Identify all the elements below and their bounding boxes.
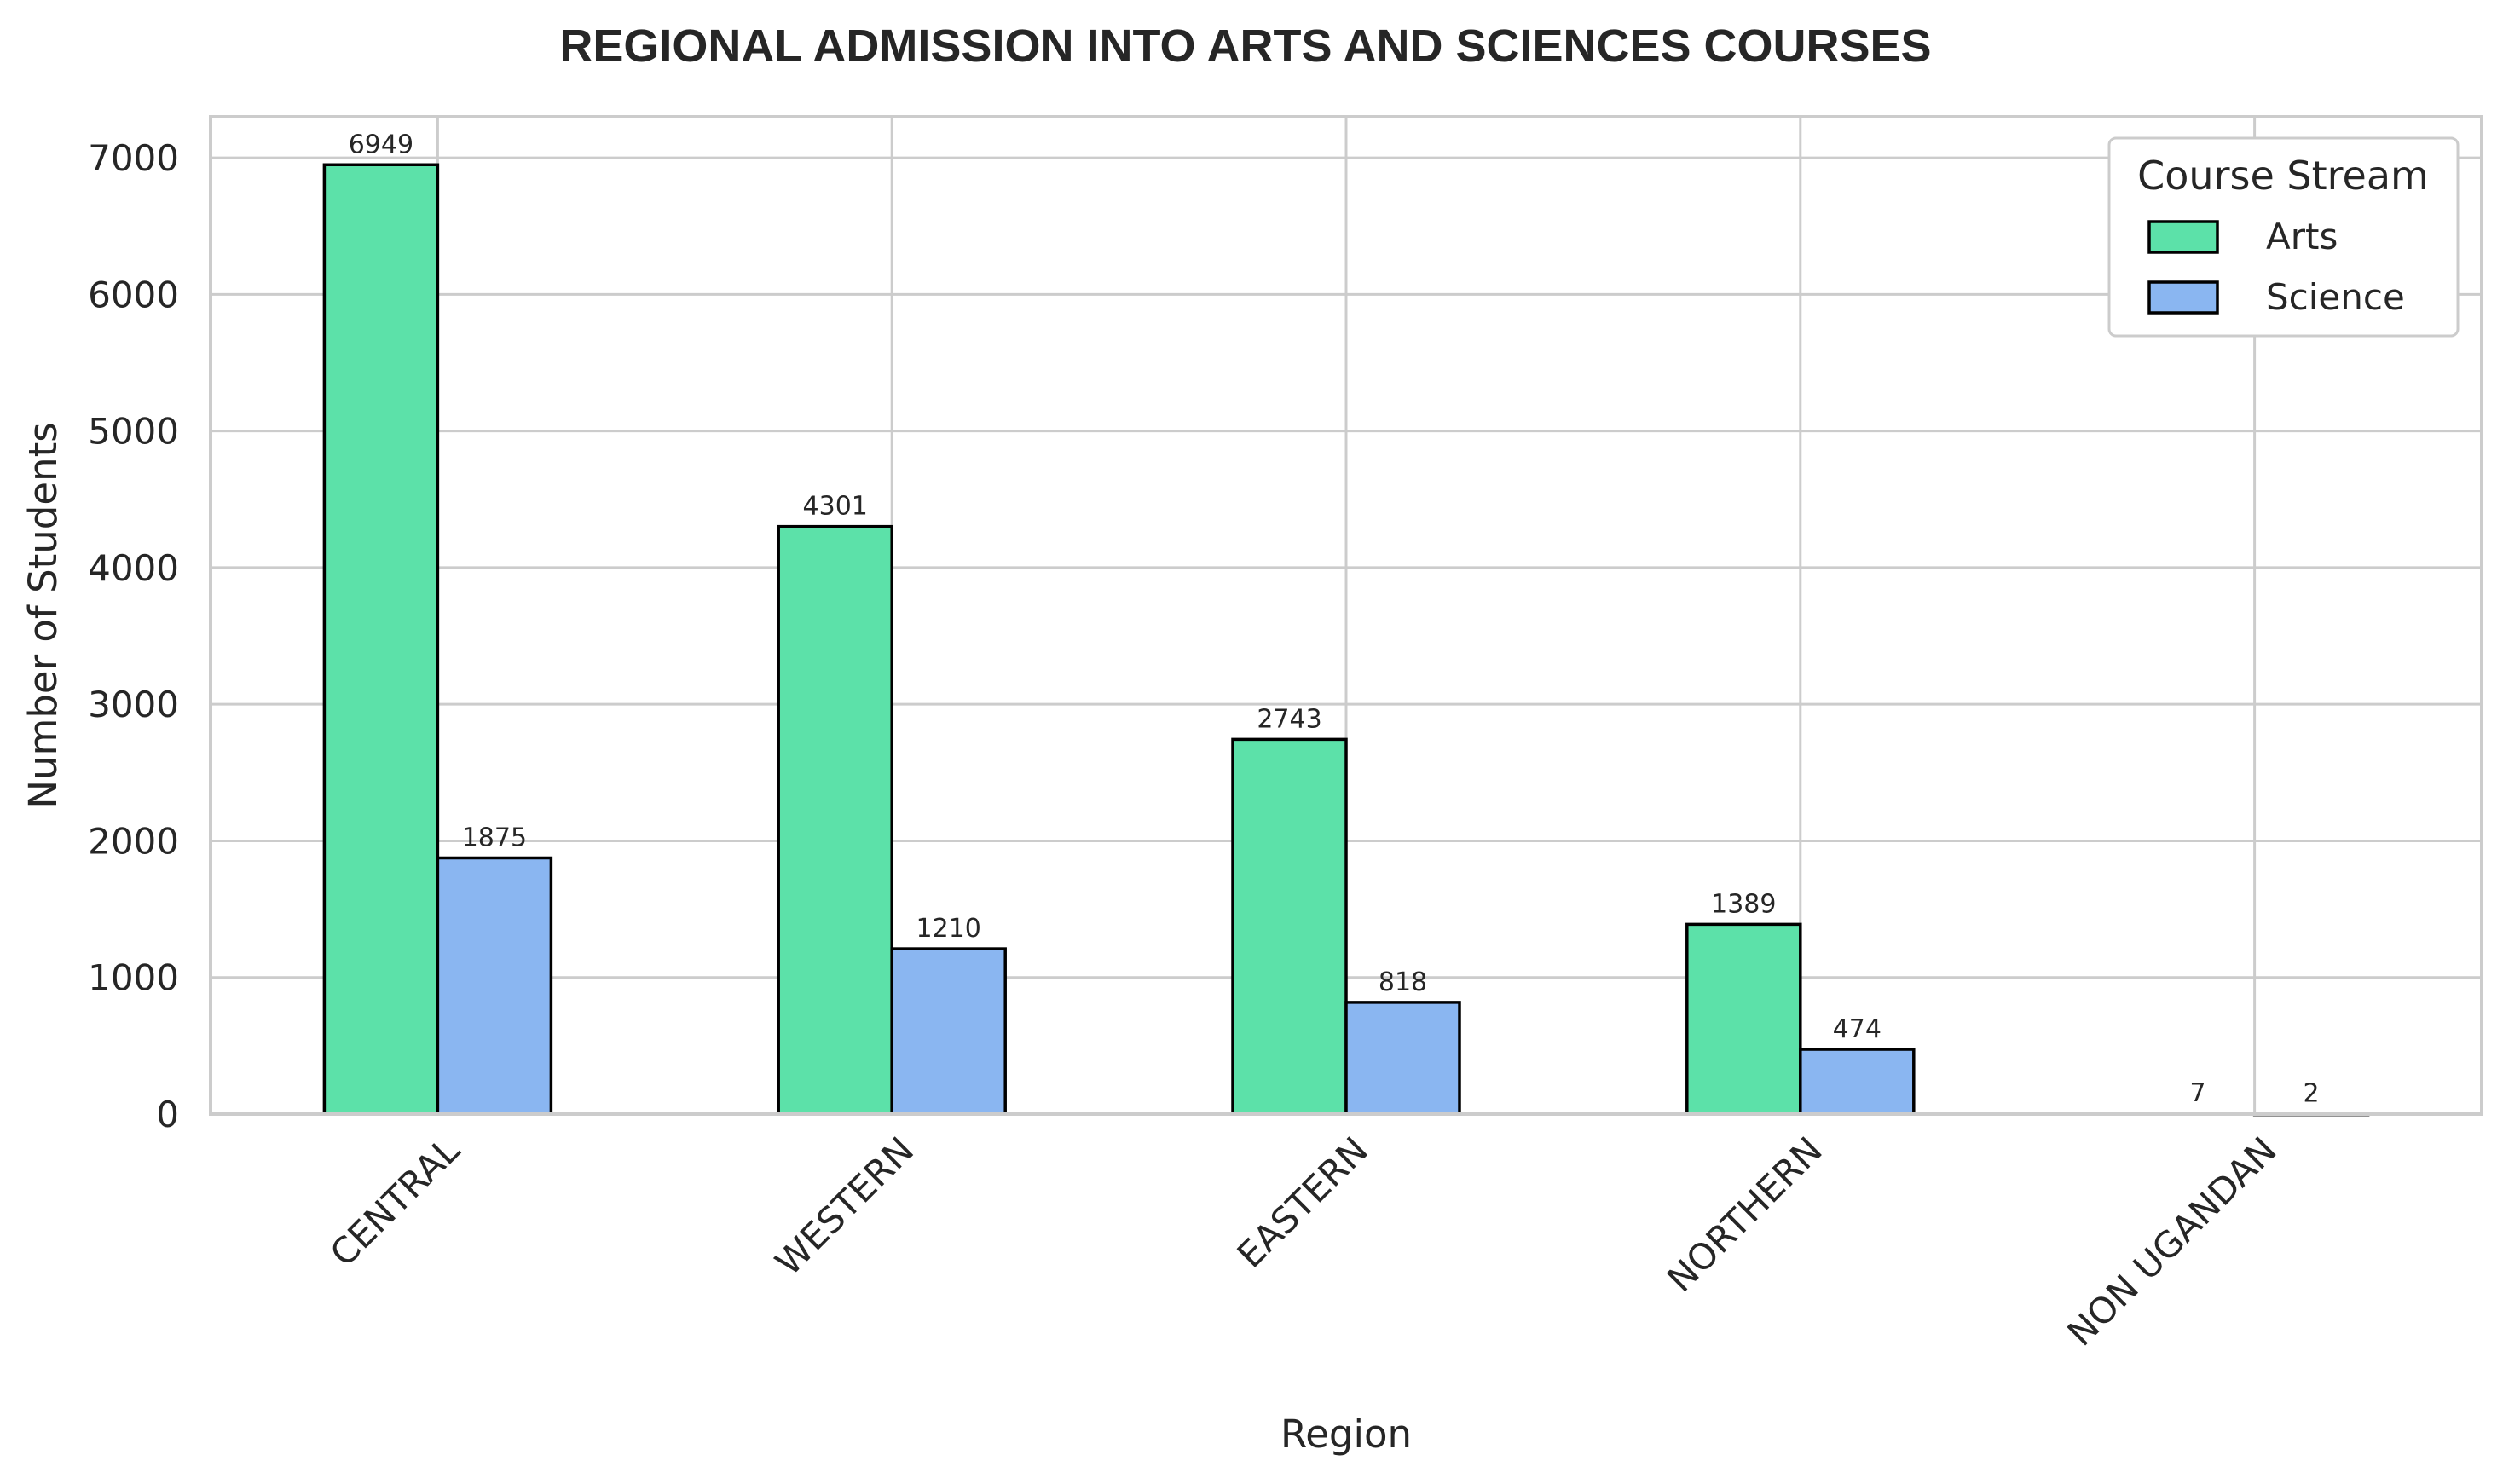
chart-title: REGIONAL ADMISSION INTO ARTS AND SCIENCE… (559, 20, 1931, 72)
y-tick-label: 3000 (88, 684, 179, 725)
y-tick-label: 1000 (88, 957, 179, 999)
bar-science (1799, 1048, 1916, 1116)
plot-frame (209, 115, 2483, 1116)
data-label-science: 1210 (916, 914, 981, 944)
legend-swatch-arts (2147, 220, 2219, 254)
y-tick-label: 2000 (88, 820, 179, 862)
y-tick-label: 6000 (88, 274, 179, 315)
data-label-arts: 7 (2190, 1078, 2206, 1108)
bar-arts (1231, 737, 1348, 1116)
data-label-arts: 6949 (349, 130, 413, 159)
gridlines (211, 117, 2482, 1116)
y-tick-labels: 0 1000 2000 3000 4000 5000 6000 7000 (88, 137, 179, 1135)
bar-science (890, 947, 1007, 1116)
y-tick-label: 0 (156, 1094, 179, 1135)
data-label-science: 818 (1379, 967, 1427, 997)
x-tick-label: WESTERN (767, 1129, 922, 1283)
bars (322, 163, 2370, 1117)
bar-science (436, 856, 553, 1116)
legend: Course Stream Arts Science (2107, 136, 2460, 338)
legend-title: Course Stream (2137, 153, 2429, 199)
y-tick-label: 5000 (88, 411, 179, 453)
x-axis-label: Region (1280, 1412, 1412, 1457)
data-label-science: 2 (2304, 1079, 2320, 1109)
legend-label-science: Science (2266, 276, 2405, 318)
data-label-arts: 1389 (1711, 889, 1776, 919)
data-labels: 6949 4301 2743 1389 7 1875 1210 818 474 2 (349, 130, 2320, 1108)
y-tick-label: 7000 (88, 137, 179, 179)
bar-arts (777, 524, 893, 1116)
data-label-arts: 4301 (803, 492, 868, 522)
legend-label-arts: Arts (2266, 216, 2338, 257)
bar-arts (322, 163, 440, 1116)
x-tick-label: CENTRAL (322, 1129, 468, 1274)
x-tick-label: NORTHERN (1659, 1129, 1830, 1300)
bar-science (1344, 1001, 1461, 1116)
legend-swatch-science (2147, 280, 2219, 315)
x-tick-label: EASTERN (1229, 1129, 1376, 1275)
data-label-science: 1875 (462, 823, 527, 852)
bar-arts (1685, 922, 1802, 1116)
x-tick-labels: CENTRAL WESTERN EASTERN NORTHERN NON UGANDAN (322, 1129, 2285, 1354)
y-axis-label: Number of Students (20, 422, 66, 808)
data-label-arts: 2743 (1257, 704, 1321, 734)
y-tick-label: 4000 (88, 547, 179, 589)
x-tick-label: NON UGANDAN (2060, 1129, 2285, 1354)
data-label-science: 474 (1833, 1014, 1882, 1044)
